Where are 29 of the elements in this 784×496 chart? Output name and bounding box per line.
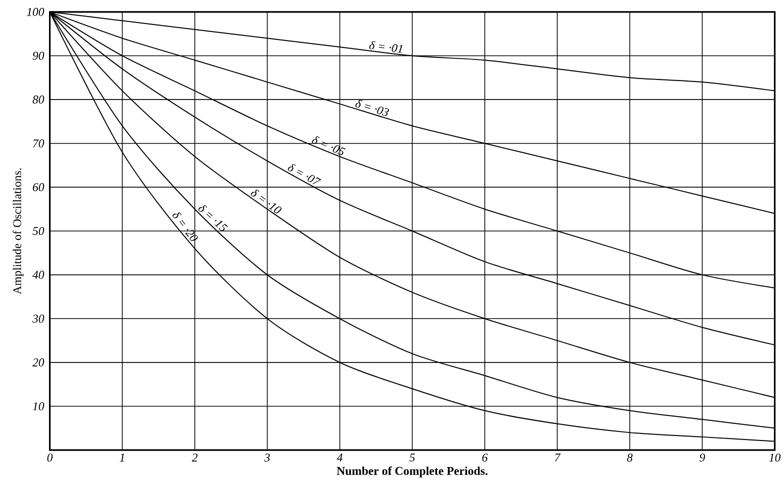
x-tick-label: 6: [482, 454, 488, 462]
x-tick-label: 9: [700, 454, 706, 462]
x-axis-title: Number of Complete Periods.: [336, 466, 488, 478]
x-tick-label: 7: [554, 454, 561, 462]
y-tick-label: 70: [33, 139, 44, 148]
x-tick-label: 4: [336, 454, 342, 462]
y-tick-label: 20: [32, 358, 44, 367]
y-tick-label: 60: [32, 183, 44, 192]
y-tick-label: 90: [32, 52, 44, 60]
y-tick-label: 100: [26, 8, 44, 16]
y-tick-label: 40: [32, 270, 44, 279]
y-tick-label: 10: [32, 402, 44, 410]
text: δ = ·15: [198, 205, 228, 232]
y-tick-label: 80: [32, 96, 44, 104]
text: δ = ·07: [288, 164, 322, 184]
text: δ = ·01: [369, 41, 402, 53]
y-tick-label: 30: [32, 314, 44, 323]
x-tick-label: 0: [47, 454, 53, 462]
x-tick-label: 1: [120, 454, 124, 462]
text: δ = ·20: [172, 212, 198, 241]
x-tick-label: 10: [769, 454, 781, 462]
text: δ = ·10: [250, 190, 282, 214]
x-tick-label: 8: [627, 454, 633, 462]
y-axis-title: Amplitude of Oscillations.: [12, 168, 24, 294]
y-tick-label: 50: [32, 227, 44, 236]
x-tick-label: 3: [264, 454, 270, 462]
x-tick-label: 5: [409, 454, 415, 462]
text: δ = ·03: [355, 100, 389, 116]
x-tick-label: 2: [192, 454, 198, 462]
